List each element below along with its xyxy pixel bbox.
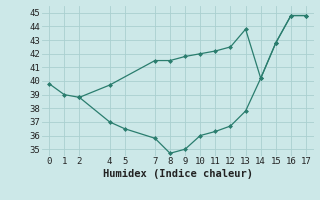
X-axis label: Humidex (Indice chaleur): Humidex (Indice chaleur)	[103, 169, 252, 179]
